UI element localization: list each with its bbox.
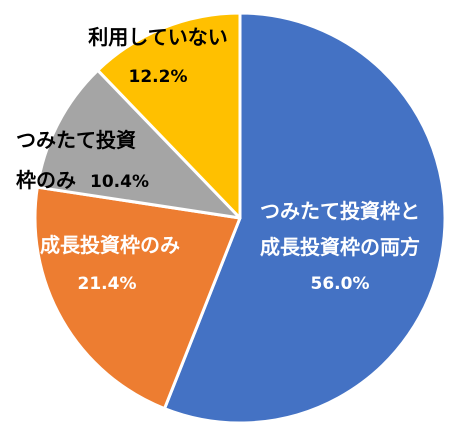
- slice-label-tsumitate-only-line1: つみたて投資: [16, 128, 136, 152]
- slice-value-not-used: 12.2%: [129, 67, 188, 87]
- slice-label-growth-only: 成長投資枠のみ: [40, 233, 180, 257]
- slice-label-both-line2: 成長投資枠の両方: [260, 235, 420, 259]
- slice-not-used: [96, 11, 242, 220]
- slice-label-not-used: 利用していない: [88, 25, 227, 49]
- slice-value-tsumitate-only: 10.4%: [90, 172, 149, 192]
- slice-label-tsumitate-only-line2: 枠のみ: [16, 168, 76, 192]
- slice-growth-only: [33, 185, 242, 411]
- pie-slices: [33, 11, 447, 425]
- slice-label-both-line1: つみたて投資枠と: [260, 199, 420, 223]
- slice-value-both: 56.0%: [311, 274, 370, 294]
- slice-value-growth-only: 21.4%: [78, 274, 137, 294]
- pie-labels: つみたて投資枠と 成長投資枠の両方 56.0% 成長投資枠のみ 21.4% つみ…: [16, 25, 420, 294]
- slice-both: [163, 11, 447, 425]
- slice-tsumitate-only: [35, 68, 242, 220]
